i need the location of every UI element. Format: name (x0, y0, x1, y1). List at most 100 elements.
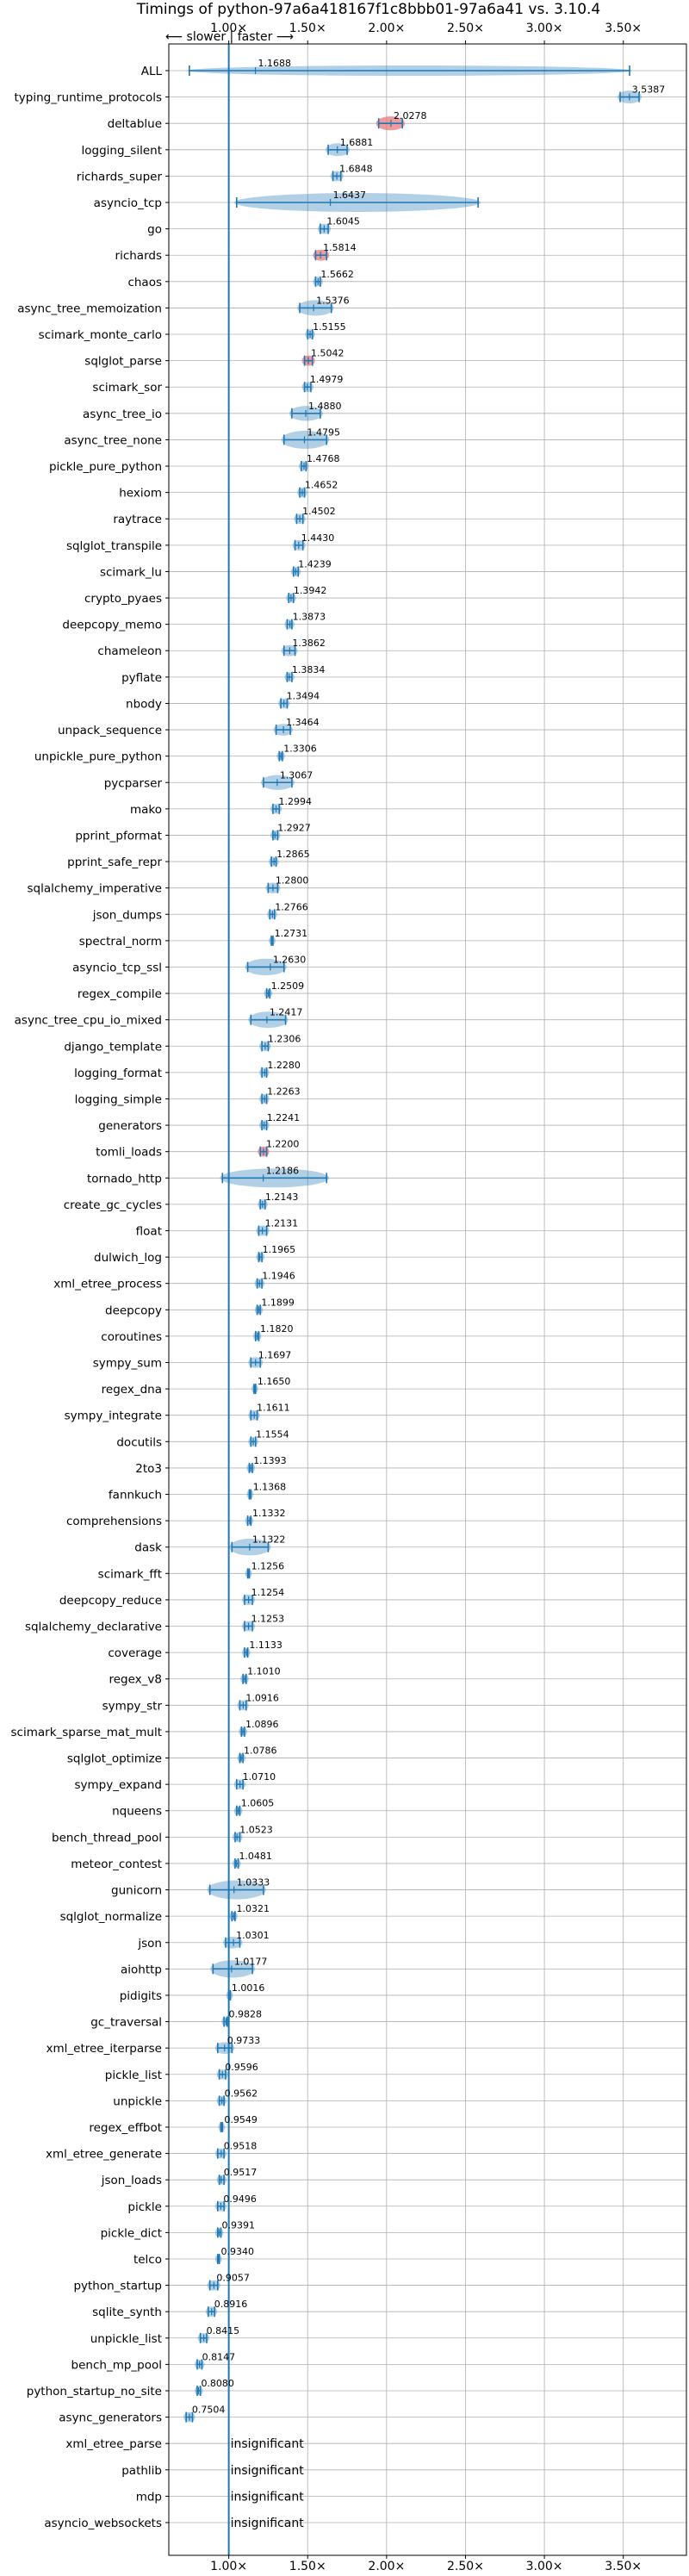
value-label: 1.1133 (249, 1640, 282, 1651)
benchmark-label: python_startup (73, 2280, 162, 2293)
value-label: 1.2280 (267, 1060, 301, 1071)
value-label: 1.4880 (308, 401, 342, 412)
value-label: 1.0333 (237, 1877, 270, 1888)
insignificant-label: insignificant (231, 2517, 305, 2530)
value-label: 1.1611 (257, 1403, 290, 1414)
benchmark-label: go (147, 223, 162, 237)
value-label: 1.6881 (340, 137, 374, 148)
value-label: 1.2509 (271, 980, 305, 992)
benchmark-label: aiohttp (121, 1963, 162, 1976)
value-label: 1.1393 (253, 1455, 287, 1466)
value-label: 0.9517 (224, 2167, 258, 2178)
benchmark-label: unpickle (113, 2094, 162, 2108)
benchmark-label: deepcopy_memo (62, 619, 162, 632)
x-tick-label-top: 1.50× (289, 22, 326, 35)
value-label: 1.3464 (286, 717, 320, 728)
benchmark-label: 2to3 (135, 1462, 162, 1476)
x-tick-label-bottom: 3.50× (605, 2560, 642, 2573)
direction-label: ⟵ slower | faster ⟶ (165, 30, 294, 44)
value-label: 1.0016 (232, 1982, 265, 1994)
benchmark-label: meteor_contest (71, 1857, 162, 1871)
benchmark-label: sqlglot_transpile (66, 539, 162, 553)
benchmark-label: json_dumps (92, 908, 162, 922)
value-label: 1.2994 (278, 796, 312, 807)
value-label: 0.9391 (221, 2219, 255, 2231)
x-tick-label-bottom: 2.00× (368, 2560, 405, 2573)
benchmark-label: deepcopy (105, 1304, 162, 1317)
value-label: 1.3494 (287, 690, 320, 701)
benchmark-label: coverage (108, 1646, 162, 1660)
benchmark-label: scimark_sor (92, 381, 162, 395)
value-label: 1.2417 (270, 1007, 303, 1018)
value-label: 1.2766 (275, 901, 308, 912)
value-label: 0.8415 (207, 2325, 239, 2336)
value-label: 1.2241 (267, 1112, 301, 1123)
value-label: 1.1332 (252, 1508, 286, 1519)
benchmark-label: sqlglot_normalize (60, 1910, 162, 1924)
chart-title: Timings of python-97a6a418167f1c8bbb01-9… (136, 1, 600, 18)
value-label: 0.9828 (228, 2009, 262, 2020)
value-label: 3.5387 (632, 84, 666, 96)
benchmark-label: pathlib (121, 2464, 162, 2478)
value-label: 1.0605 (241, 1798, 275, 1809)
benchmark-label: nqueens (112, 1805, 162, 1819)
value-label: 1.3067 (280, 769, 313, 781)
benchmark-label: pickle_dict (101, 2226, 162, 2240)
benchmark-label: xml_etree_parse (65, 2437, 162, 2451)
benchmark-label: logging_simple (75, 1092, 162, 1106)
value-label: 1.1554 (256, 1428, 289, 1440)
benchmark-label: regex_v8 (109, 1673, 162, 1687)
value-label: 1.2143 (265, 1192, 299, 1203)
benchmark-label: pickle_list (105, 2069, 162, 2082)
value-label: 1.2306 (268, 1033, 301, 1044)
value-label: 1.2186 (266, 1165, 300, 1176)
benchmark-label: logging_format (74, 1067, 162, 1080)
benchmark-label: scimark_lu (100, 565, 162, 579)
benchmark-label: chameleon (97, 644, 162, 658)
benchmark-label: sqlglot_optimize (67, 1752, 162, 1766)
value-label: 1.3942 (294, 585, 327, 596)
benchmark-label: logging_silent (82, 144, 162, 158)
benchmark-label: raytrace (113, 513, 162, 526)
value-label: 0.9057 (216, 2273, 250, 2284)
benchmark-label: comprehensions (66, 1515, 162, 1528)
benchmark-label: scimark_fft (98, 1567, 162, 1581)
value-label: 1.4768 (307, 453, 340, 464)
x-tick-label-bottom: 2.50× (447, 2560, 484, 2573)
benchmark-label: spectral_norm (79, 935, 162, 949)
benchmark-label: richards (115, 249, 162, 263)
benchmark-label: fannkuch (109, 1489, 162, 1503)
value-label: 1.1256 (251, 1560, 285, 1571)
benchmark-label: pycparser (104, 776, 163, 790)
value-label: 1.2263 (267, 1086, 301, 1097)
benchmark-label: generators (98, 1119, 162, 1133)
benchmark-label: regex_effbot (89, 2121, 162, 2135)
benchmark-label: pickle (127, 2200, 162, 2214)
benchmark-label: mdp (136, 2490, 162, 2504)
x-tick-label-bottom: 3.00× (526, 2560, 563, 2573)
benchmark-label: dask (134, 1541, 162, 1555)
benchmark-label: pickle_pure_python (49, 460, 162, 474)
value-label: 1.2865 (276, 849, 310, 860)
value-label: 1.1965 (263, 1244, 296, 1255)
value-label: 1.6437 (333, 190, 367, 201)
benchmark-label: deepcopy_reduce (59, 1594, 162, 1608)
value-label: 0.7504 (192, 2405, 226, 2416)
benchmark-label: sqlalchemy_declarative (25, 1621, 162, 1634)
value-label: 1.2927 (277, 822, 311, 833)
value-label: 1.4979 (310, 374, 344, 385)
value-label: 1.3873 (293, 612, 326, 623)
benchmark-label: sympy_integrate (65, 1409, 162, 1423)
value-label: 1.4430 (301, 532, 335, 544)
insignificant-label: insignificant (231, 2464, 305, 2478)
benchmark-label: pprint_pformat (75, 829, 162, 843)
benchmark-label: unpack_sequence (58, 724, 162, 737)
value-label: 1.0916 (245, 1692, 279, 1703)
benchmark-label: crypto_pyaes (84, 592, 162, 606)
benchmark-label: richards_super (77, 170, 163, 184)
marks-layer (183, 44, 642, 2555)
value-label: 1.4502 (302, 506, 336, 517)
value-label: 1.1899 (261, 1297, 295, 1308)
benchmark-label: pprint_safe_repr (67, 856, 162, 869)
